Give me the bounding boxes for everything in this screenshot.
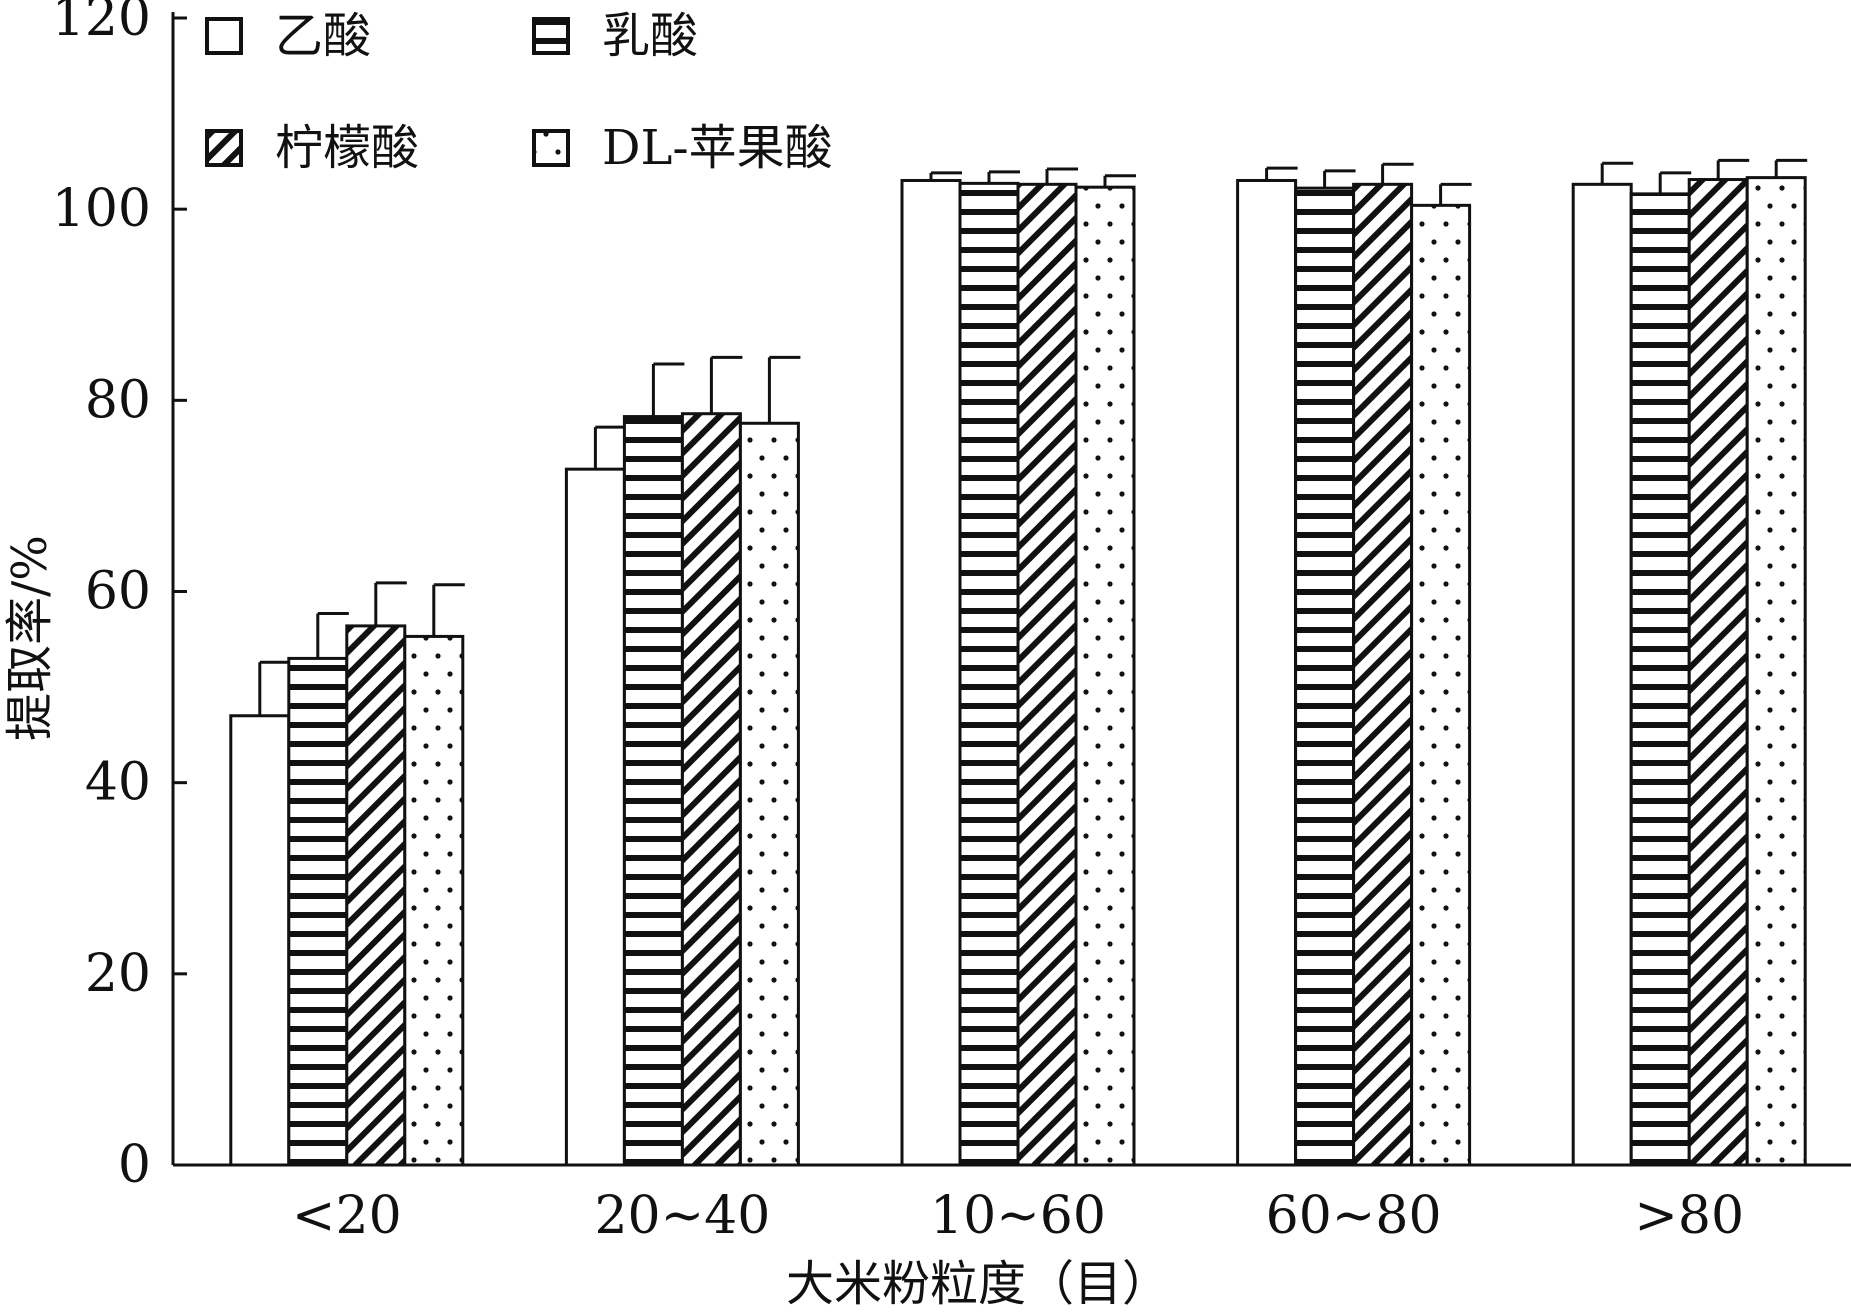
- x-axis-title: 大米粉粒度（目）: [786, 1256, 1170, 1311]
- y-axis-title: 提取率/%: [2, 535, 58, 741]
- legend-label: 乙酸: [275, 8, 371, 64]
- bar: [1294, 186, 1356, 1167]
- bar: [1016, 182, 1078, 1167]
- bar: [1571, 182, 1633, 1167]
- bar: [680, 412, 742, 1167]
- bar: [738, 421, 800, 1167]
- y-tick-label: 0: [118, 1135, 151, 1195]
- bar: [1629, 192, 1691, 1167]
- bar: [1352, 182, 1414, 1167]
- y-tick-label: 80: [85, 370, 151, 430]
- y-tick-label: 20: [85, 944, 151, 1004]
- bar: [229, 714, 291, 1167]
- bar: [1410, 203, 1472, 1167]
- bar: [1687, 178, 1749, 1167]
- plot-area: 0 20 40 60 80 100 120 <20 20~40 10~60 60~80 >80 乙酸柠檬…: [52, 0, 1851, 1246]
- y-tick-label: 100: [52, 179, 151, 239]
- legend-swatch: [205, 17, 243, 55]
- bar: [1745, 176, 1807, 1167]
- x-tick-label: >80: [1634, 1186, 1744, 1246]
- legend-swatch: [532, 17, 570, 55]
- legend-swatch: [532, 129, 570, 167]
- x-tick-label: 60~80: [1266, 1186, 1442, 1246]
- legend-swatch: [205, 129, 243, 167]
- bar: [403, 634, 465, 1167]
- bar: [958, 181, 1020, 1167]
- legend-label: 柠檬酸: [275, 120, 419, 176]
- bar: [345, 624, 407, 1167]
- y-tick-label: 120: [52, 0, 151, 48]
- x-tick-label: <20: [292, 1186, 402, 1246]
- y-tick-label: 40: [85, 753, 151, 813]
- x-tick-label: 20~40: [594, 1186, 770, 1246]
- legend-label: DL-苹果酸: [602, 120, 833, 176]
- y-tick-label: 60: [85, 562, 151, 622]
- bar: [1074, 185, 1136, 1167]
- legend-label: 乳酸: [602, 8, 698, 64]
- bar: [900, 178, 962, 1167]
- bar: [564, 467, 626, 1167]
- x-tick-label: 10~60: [930, 1186, 1106, 1246]
- bar: [622, 415, 684, 1167]
- bar: [287, 656, 349, 1167]
- bar: [1236, 178, 1298, 1167]
